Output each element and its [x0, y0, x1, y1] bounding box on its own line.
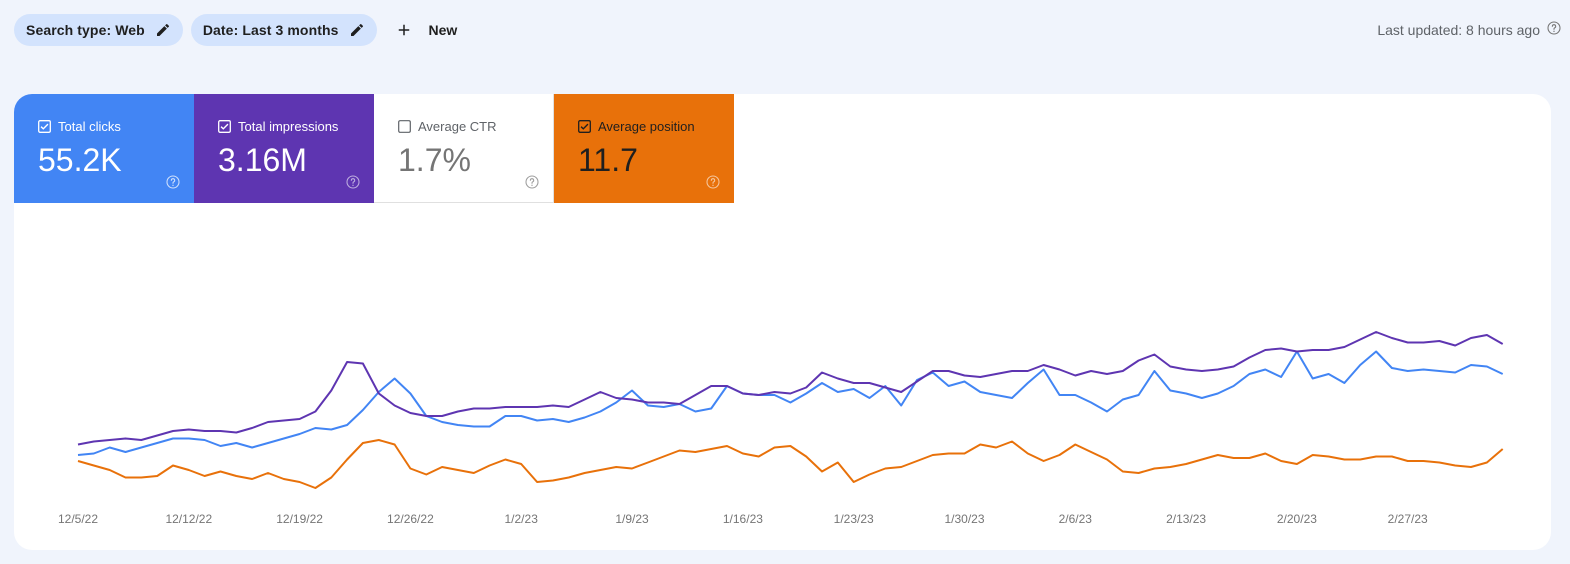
metric-value: 11.7 — [578, 142, 638, 178]
plus-icon — [398, 24, 409, 36]
x-axis-tick-label: 1/23/23 — [834, 512, 874, 526]
x-axis-tick-label: 2/6/23 — [1059, 512, 1093, 526]
new-filter-label: New — [428, 22, 458, 38]
checkbox-unchecked-icon[interactable] — [398, 120, 411, 133]
new-filter-button[interactable]: New — [385, 14, 468, 46]
help-icon[interactable] — [345, 174, 361, 195]
series-line-average-position — [77, 439, 1504, 489]
metric-value: 3.16M — [218, 142, 307, 178]
metric-label: Total impressions — [238, 119, 339, 134]
x-axis-tick-label: 1/16/23 — [723, 512, 763, 526]
pencil-icon — [156, 23, 169, 36]
x-axis-tick-label: 12/26/22 — [387, 512, 434, 526]
metric-card-total-impressions[interactable]: Total impressions 3.16M — [194, 94, 374, 203]
help-icon[interactable] — [524, 174, 540, 195]
x-axis-tick-label: 2/20/23 — [1277, 512, 1317, 526]
performance-panel: 12/5/22 12/12/22 12/19/22 12/26/22 1/2/23 1/9… — [14, 94, 1551, 550]
help-icon[interactable] — [1546, 20, 1562, 39]
help-icon[interactable] — [705, 174, 721, 195]
metric-cards: Total clicks 55.2K Total impressions 3.1… — [14, 94, 734, 203]
performance-chart: 12/5/22 12/12/22 12/19/22 12/26/22 1/2/23 1/9… — [58, 331, 1504, 526]
filter-bar: Search type: Web Date: Last 3 months New — [14, 14, 1570, 46]
x-axis-tick-label: 1/9/23 — [615, 512, 649, 526]
x-axis-tick-label: 12/19/22 — [276, 512, 323, 526]
help-icon[interactable] — [165, 174, 181, 195]
metric-label: Average CTR — [418, 119, 497, 134]
checkbox-checked-icon[interactable] — [38, 120, 51, 133]
metric-label: Average position — [598, 119, 695, 134]
metric-label: Total clicks — [58, 119, 121, 134]
series-line-total-clicks — [77, 350, 1504, 456]
metric-card-average-position[interactable]: Average position 11.7 — [554, 94, 734, 203]
search-type-label: Search type: Web — [26, 22, 145, 38]
x-axis-tick-label: 1/2/23 — [505, 512, 539, 526]
x-axis-tick-label: 12/5/22 — [58, 512, 98, 526]
date-range-label: Date: Last 3 months — [202, 22, 339, 38]
x-axis-tick-label: 1/30/23 — [944, 512, 984, 526]
search-type-chip[interactable]: Search type: Web — [14, 14, 183, 46]
metric-card-total-clicks[interactable]: Total clicks 55.2K — [14, 94, 194, 203]
metric-value: 1.7% — [398, 142, 471, 178]
date-range-chip[interactable]: Date: Last 3 months — [190, 14, 377, 46]
pencil-icon — [350, 23, 363, 36]
checkbox-checked-icon[interactable] — [218, 120, 231, 133]
last-updated: Last updated: 8 hours ago — [1377, 20, 1562, 39]
checkbox-checked-icon[interactable] — [578, 120, 591, 133]
x-axis-tick-label: 2/13/23 — [1166, 512, 1206, 526]
x-axis-tick-label: 2/27/23 — [1388, 512, 1428, 526]
last-updated-text: Last updated: 8 hours ago — [1377, 21, 1540, 38]
x-axis-tick-label: 12/12/22 — [165, 512, 212, 526]
series-line-total-impressions — [77, 331, 1504, 446]
metric-value: 55.2K — [38, 142, 122, 178]
metric-card-average-ctr[interactable]: Average CTR 1.7% — [374, 94, 554, 203]
